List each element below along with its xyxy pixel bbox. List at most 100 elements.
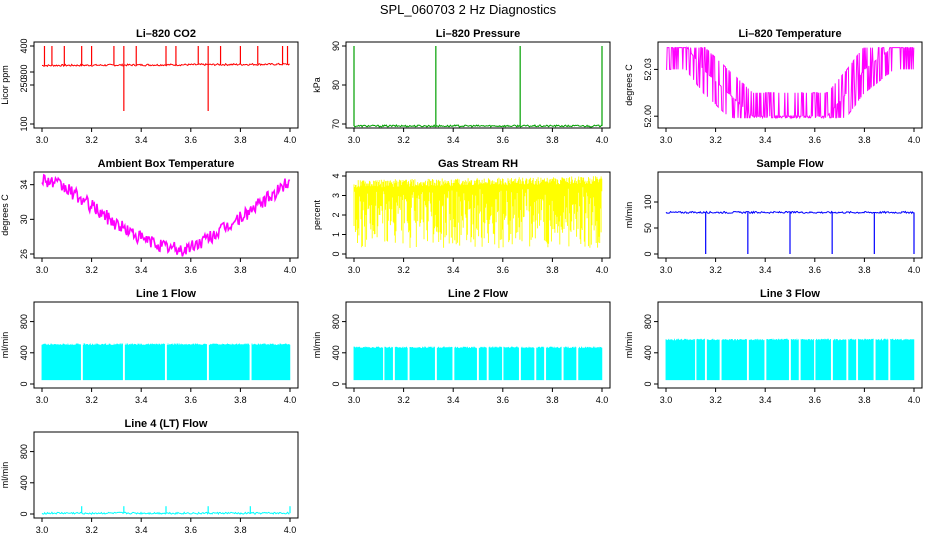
x-tick-label: 3.6 xyxy=(185,135,198,145)
y-axis-label: kPa xyxy=(312,77,322,93)
y-tick-label: 0 xyxy=(331,381,341,386)
plot-frame xyxy=(657,171,923,259)
chart-panel-4: Ambient Box Temperature degrees C 3.0 3.2 3.… xyxy=(0,158,299,275)
x-tick-label: 3.0 xyxy=(348,265,361,275)
x-tick-label: 3.0 xyxy=(348,395,361,405)
x-tick-label: 3.4 xyxy=(447,135,460,145)
chart-title: Li–820 Pressure xyxy=(436,28,520,40)
series-line xyxy=(41,511,290,515)
plot-frame xyxy=(345,41,611,129)
y-tick-label: 400 xyxy=(331,345,341,360)
x-tick-label: 3.6 xyxy=(185,265,198,275)
x-tick-label: 4.0 xyxy=(284,135,297,145)
y-tick-label: 800 xyxy=(331,314,341,329)
x-tick-label: 3.4 xyxy=(135,135,148,145)
series-line xyxy=(665,210,914,215)
y-tick-label: 2 xyxy=(331,212,341,217)
y-tick-label: 26 xyxy=(19,249,29,259)
y-tick-label: 52.00 xyxy=(643,105,653,128)
chart-title: Line 4 (LT) Flow xyxy=(125,418,208,430)
x-tick-label: 3.4 xyxy=(759,395,772,405)
y-tick-label: 50 xyxy=(643,223,653,233)
y-axis-label: ml/min xyxy=(312,332,322,359)
plot-frame xyxy=(345,301,611,389)
x-tick-label: 3.6 xyxy=(185,395,198,405)
chart-panel-8: Line 2 Flow ml/min 3.0 3.2 3.4 3.6 3.8 4.0 0 400 8… xyxy=(312,288,611,405)
y-tick-label: 800 xyxy=(19,314,29,329)
y-axis-label: ml/min xyxy=(624,202,634,229)
chart-panel-6: Sample Flow ml/min 3.0 3.2 3.4 3.6 3.8 4.0 0 50 10… xyxy=(624,158,923,275)
chart-title: Line 1 Flow xyxy=(136,288,196,300)
x-tick-label: 3.6 xyxy=(185,525,198,535)
series-line xyxy=(666,46,915,120)
chart-title: Gas Stream RH xyxy=(438,158,518,170)
plot-frame xyxy=(33,301,299,389)
x-tick-label: 3.8 xyxy=(546,395,559,405)
x-tick-label: 3.0 xyxy=(36,525,49,535)
y-tick-label: 400 xyxy=(19,475,29,490)
x-tick-label: 3.6 xyxy=(497,265,510,275)
x-tick-label: 4.0 xyxy=(908,395,921,405)
x-tick-label: 3.0 xyxy=(348,135,361,145)
y-tick-label: 0 xyxy=(331,251,341,256)
x-tick-label: 3.0 xyxy=(660,265,673,275)
x-tick-label: 3.8 xyxy=(858,395,871,405)
series-band xyxy=(665,338,915,381)
y-tick-label: 400 xyxy=(19,38,29,53)
y-axis-label: Licor ppm xyxy=(0,65,10,105)
chart-title: Ambient Box Temperature xyxy=(98,158,235,170)
y-axis-label: ml/min xyxy=(624,332,634,359)
x-tick-label: 3.2 xyxy=(85,265,98,275)
series-band xyxy=(41,343,291,381)
y-tick-label: 70 xyxy=(331,119,341,129)
x-tick-label: 4.0 xyxy=(596,395,609,405)
x-tick-label: 3.0 xyxy=(36,395,49,405)
y-tick-label: 800 xyxy=(19,444,29,459)
chart-title: Sample Flow xyxy=(756,158,824,170)
x-tick-label: 3.8 xyxy=(858,265,871,275)
chart-panel-7: Line 1 Flow ml/min 3.0 3.2 3.4 3.6 3.8 4.0 0 400 8… xyxy=(0,288,299,405)
x-tick-label: 4.0 xyxy=(908,265,921,275)
x-tick-label: 3.2 xyxy=(85,525,98,535)
y-tick-label: 100 xyxy=(643,194,653,209)
y-tick-label: 34 xyxy=(19,180,29,190)
chart-panel-9: Line 3 Flow ml/min 3.0 3.2 3.4 3.6 3.8 4.0 0 400 8… xyxy=(624,288,923,405)
x-tick-label: 4.0 xyxy=(908,135,921,145)
x-tick-label: 3.8 xyxy=(234,525,247,535)
y-tick-label: 52.03 xyxy=(643,58,653,81)
y-axis-label: ml/min xyxy=(0,462,10,489)
y-tick-label: 100 xyxy=(19,116,29,131)
x-tick-label: 3.8 xyxy=(546,135,559,145)
chart-title: Li–820 CO2 xyxy=(136,28,196,40)
x-tick-label: 3.4 xyxy=(135,525,148,535)
x-tick-label: 3.4 xyxy=(759,265,772,275)
x-tick-label: 3.6 xyxy=(497,135,510,145)
y-axis-label: degrees C xyxy=(624,64,634,106)
y-tick-label: 0 xyxy=(19,381,29,386)
chart-panel-1: Li–820 CO2 Licor ppm 3.0 3.2 3.4 3.6 3.8 4.0 100… xyxy=(0,28,299,145)
x-tick-label: 3.2 xyxy=(397,135,410,145)
plot-frame xyxy=(33,431,299,519)
chart-panel-2: Li–820 Pressure kPa 3.0 3.2 3.4 3.6 3.8 4.0 70 80… xyxy=(312,28,611,145)
x-tick-label: 4.0 xyxy=(596,135,609,145)
y-tick-label: 250 xyxy=(19,77,29,92)
x-tick-label: 3.8 xyxy=(234,395,247,405)
x-tick-label: 3.2 xyxy=(397,265,410,275)
x-tick-label: 3.2 xyxy=(85,395,98,405)
y-tick-label: 80 xyxy=(331,80,341,90)
x-tick-label: 4.0 xyxy=(284,265,297,275)
y-axis-label: ml/min xyxy=(0,332,10,359)
x-tick-label: 3.8 xyxy=(234,265,247,275)
chart-panel-10: Line 4 (LT) Flow ml/min 3.0 3.2 3.4 3.6 3.8 4.0… xyxy=(0,418,299,535)
x-tick-label: 3.2 xyxy=(709,135,722,145)
y-tick-label: 3 xyxy=(331,193,341,198)
x-tick-label: 3.0 xyxy=(660,135,673,145)
y-tick-label: 90 xyxy=(331,41,341,51)
x-tick-label: 3.4 xyxy=(135,265,148,275)
x-tick-label: 3.0 xyxy=(36,265,49,275)
plot-frame xyxy=(33,171,299,259)
x-tick-label: 3.4 xyxy=(447,265,460,275)
plot-frame xyxy=(657,301,923,389)
x-tick-label: 3.2 xyxy=(85,135,98,145)
